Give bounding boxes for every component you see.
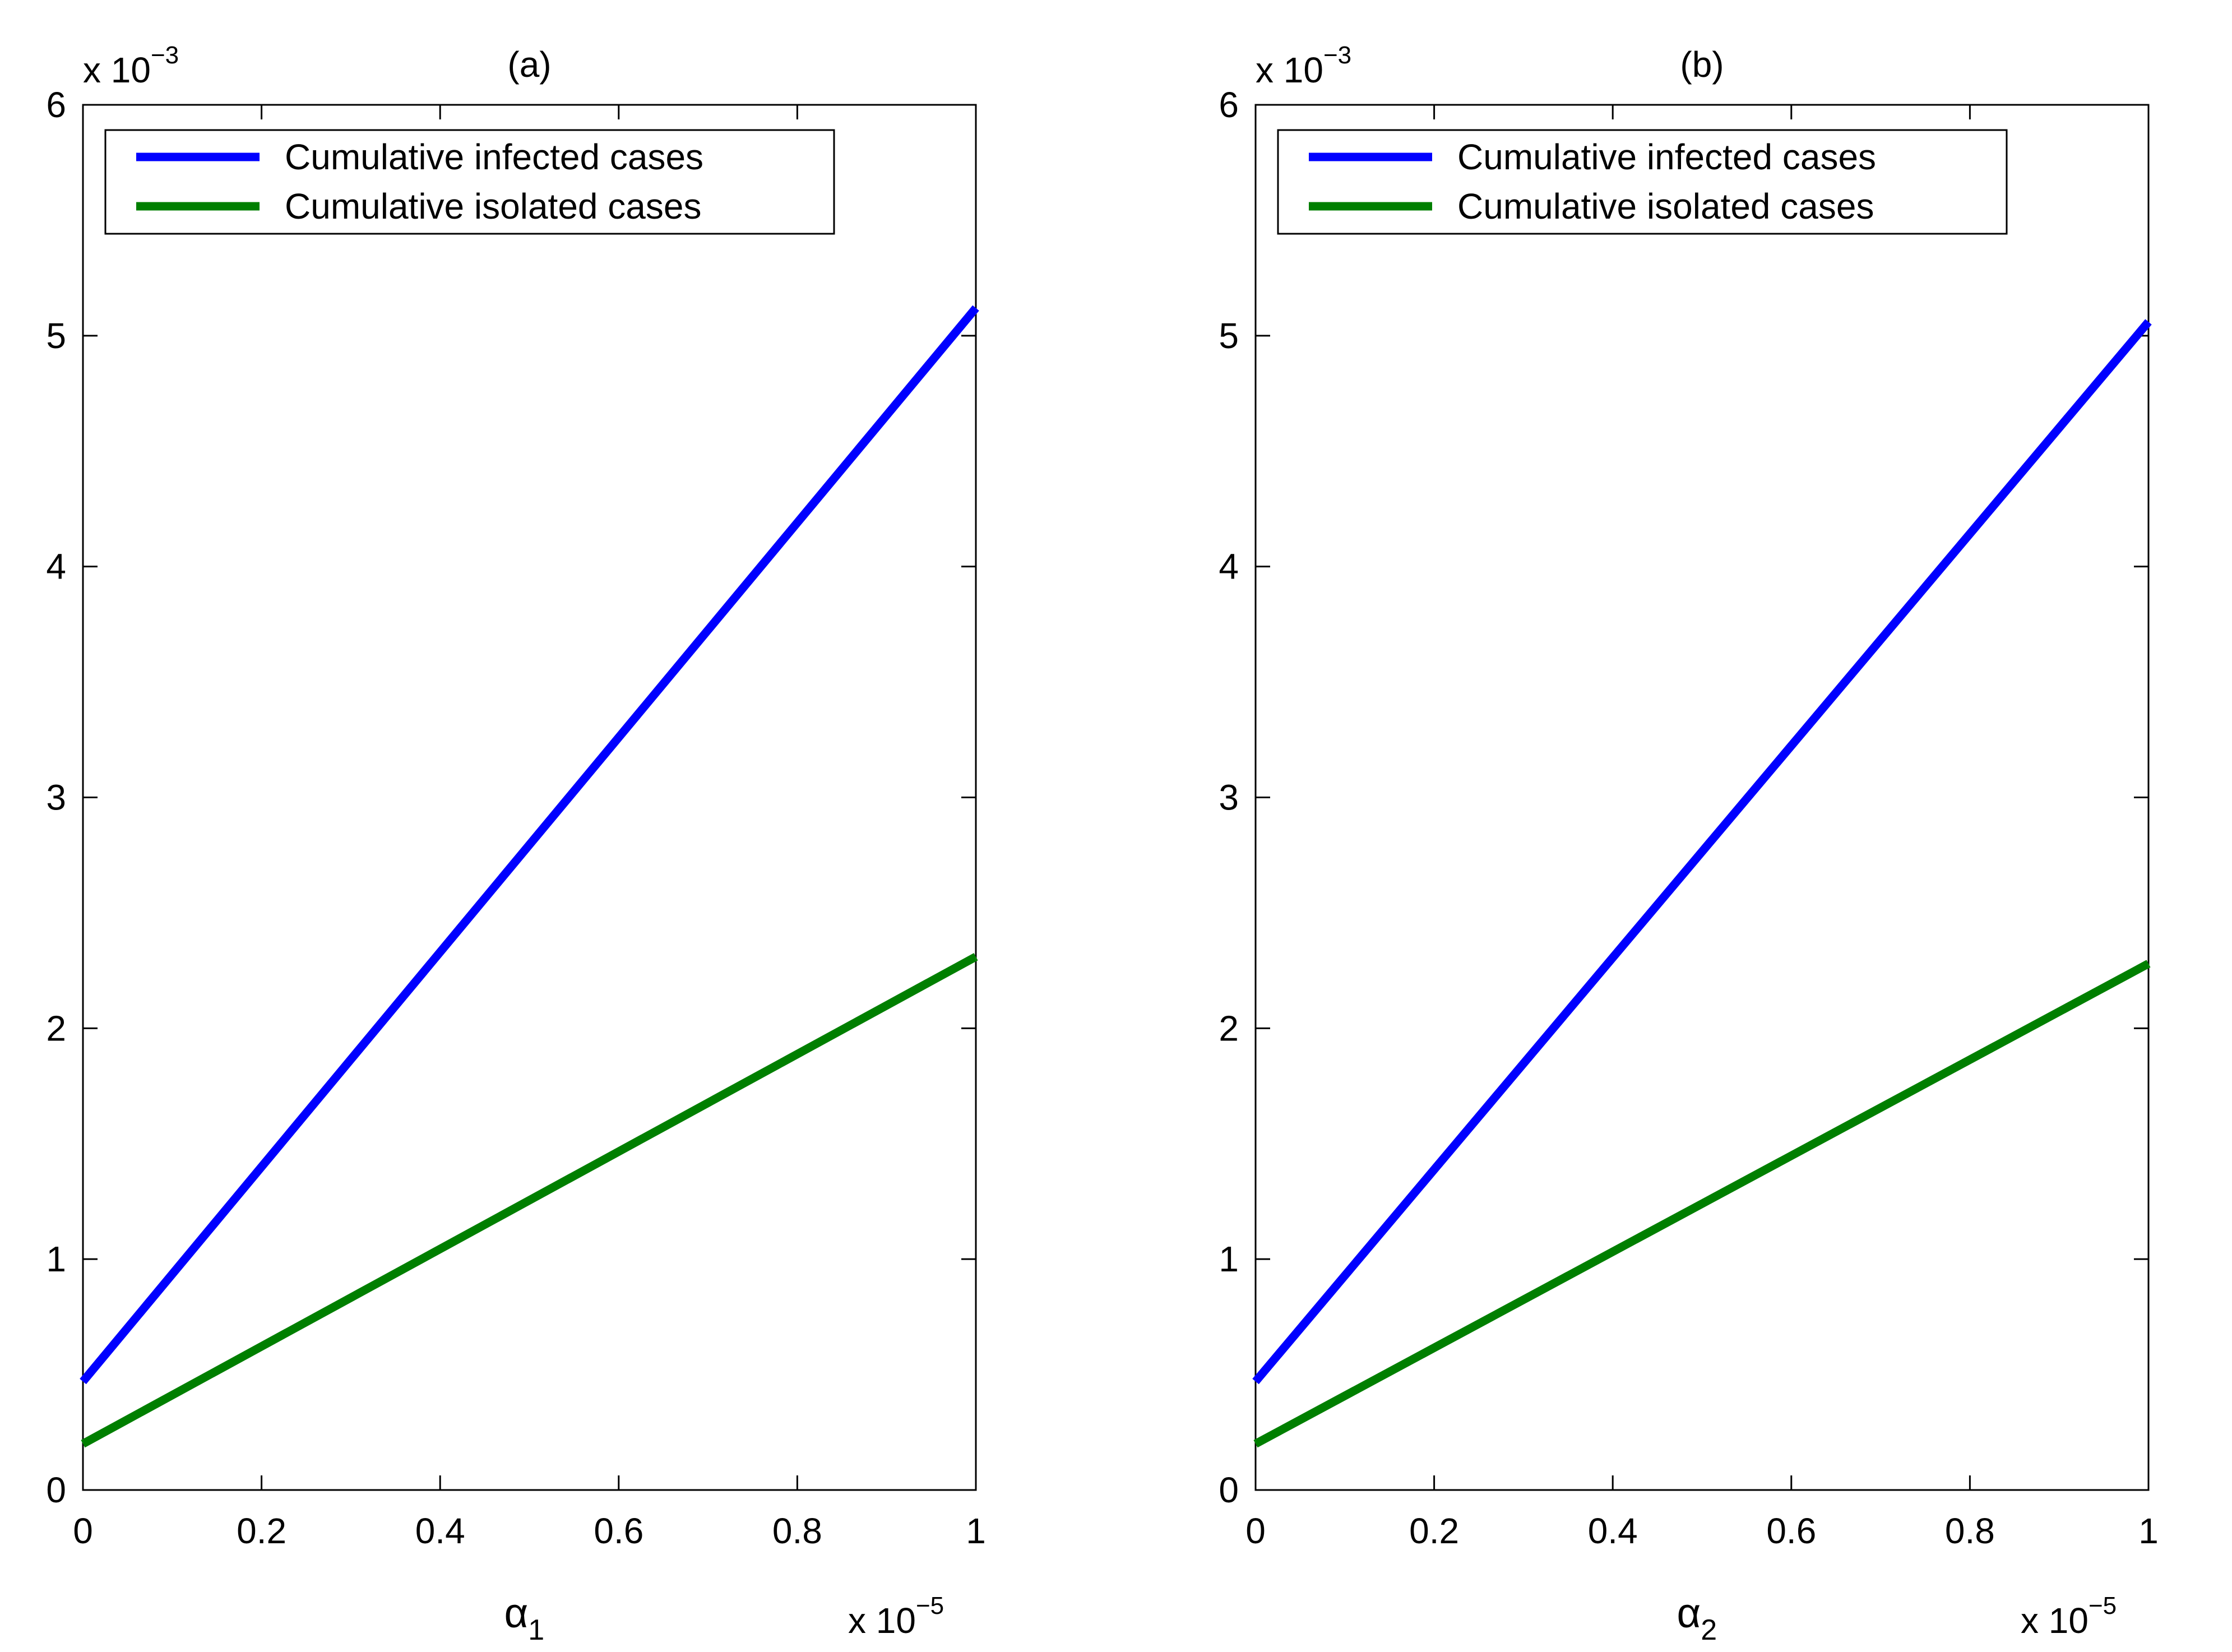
legend: Cumulative infected cases Cumulative isol… — [104, 129, 835, 235]
y-tick-label: 6 — [46, 85, 66, 125]
chart-title: (b) — [1680, 44, 1724, 85]
x-axis-label-symbol: α — [504, 1590, 529, 1636]
series-line-isolated — [81, 953, 978, 1448]
legend-label-infected: Cumulative infected cases — [285, 137, 703, 177]
x-tick-label: 0.6 — [594, 1511, 643, 1551]
axes-box — [82, 104, 977, 1491]
series-line-isolated — [1253, 960, 2151, 1448]
axes-box — [1254, 104, 2150, 1491]
y-tick-label: 5 — [1219, 316, 1239, 356]
x-axis-label: α1 — [504, 1590, 545, 1646]
y-tick-label: 2 — [1219, 1008, 1239, 1048]
x-tick-label: 0.4 — [1588, 1511, 1638, 1551]
y-axis-multiplier: x 10−3 — [83, 41, 179, 90]
y-tick-label: 4 — [1219, 547, 1239, 587]
y-multiplier-exponent: −3 — [1323, 41, 1351, 69]
x-tick-label: 1 — [966, 1511, 986, 1551]
y-tick-label: 0 — [1219, 1470, 1239, 1510]
x-tick-label: 0.6 — [1766, 1511, 1816, 1551]
x-axis-label-symbol: α — [1677, 1590, 1701, 1636]
x-multiplier-base: x 10 — [2021, 1600, 2089, 1641]
x-tick-label: 0 — [73, 1511, 93, 1551]
y-multiplier-exponent: −3 — [151, 41, 179, 69]
legend-label-infected: Cumulative infected cases — [1457, 137, 1876, 177]
x-tick-label: 0.4 — [415, 1511, 465, 1551]
x-axis-multiplier: x 10−5 — [2021, 1592, 2117, 1641]
x-axis-label-subscript: 1 — [528, 1614, 544, 1646]
y-tick-label: 0 — [46, 1470, 66, 1510]
y-tick-label: 2 — [46, 1008, 66, 1048]
legend-label-isolated: Cumulative isolated cases — [285, 186, 701, 226]
x-tick-label: 1 — [2138, 1511, 2159, 1551]
y-tick-label: 4 — [46, 547, 66, 587]
x-tick-label: 0.2 — [1409, 1511, 1459, 1551]
y-multiplier-base: x 10 — [1256, 50, 1323, 90]
legend-box — [1277, 129, 2008, 235]
legend: Cumulative infected cases Cumulative isol… — [1277, 129, 2008, 235]
x-multiplier-exponent: −5 — [916, 1592, 944, 1619]
chart-title: (a) — [507, 44, 551, 85]
y-tick-label: 6 — [1219, 85, 1239, 125]
x-tick-label: 0.8 — [772, 1511, 822, 1551]
x-multiplier-exponent: −5 — [2089, 1592, 2117, 1619]
x-axis-label: α2 — [1677, 1590, 1717, 1646]
y-tick-label: 3 — [1219, 778, 1239, 818]
legend-label-isolated: Cumulative isolated cases — [1457, 186, 1874, 226]
y-tick-label: 1 — [1219, 1239, 1239, 1279]
x-axis-multiplier: x 10−5 — [848, 1592, 944, 1641]
y-tick-label: 3 — [46, 778, 66, 818]
y-tick-label: 1 — [46, 1239, 66, 1279]
legend-box — [104, 129, 835, 235]
y-tick-label: 5 — [46, 316, 66, 356]
x-tick-label: 0 — [1245, 1511, 1266, 1551]
series-line-infected — [80, 305, 979, 1385]
x-axis-label-subscript: 2 — [1701, 1614, 1717, 1646]
x-tick-label: 0.2 — [237, 1511, 286, 1551]
series-line-infected — [1252, 319, 2152, 1385]
y-multiplier-base: x 10 — [83, 50, 151, 90]
x-tick-label: 0.8 — [1945, 1511, 1995, 1551]
x-multiplier-base: x 10 — [848, 1600, 916, 1641]
y-axis-multiplier: x 10−3 — [1256, 41, 1351, 90]
